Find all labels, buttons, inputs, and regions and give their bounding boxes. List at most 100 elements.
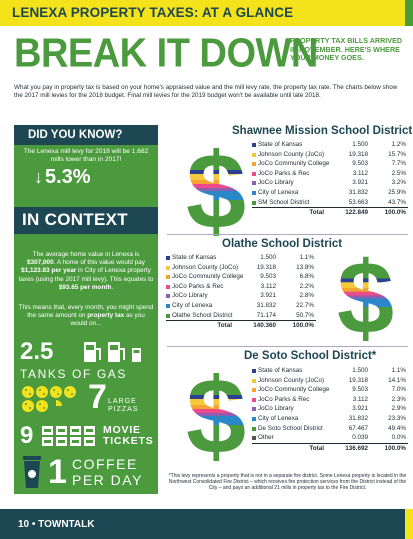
pizza-number-wrap: 7 (88, 380, 107, 414)
table-row: City of Lenexa 31.832 22.7% (166, 301, 316, 311)
legend-swatch (252, 200, 256, 205)
did-you-know-heading-bar: DID YOU KNOW? (14, 125, 158, 145)
row-percent: 25.9% (388, 188, 406, 196)
row-label: JoCo Parks & Rec (258, 395, 310, 403)
chart-title-olathe: Olathe School District (222, 238, 343, 250)
dollar-sign-desoto: $ (185, 365, 247, 465)
dollar-sign-shawnee: $ (185, 140, 247, 240)
table-total-row: Total 140.360 100.0% (166, 320, 316, 330)
row-percent: 14.1% (388, 376, 406, 384)
table-total-row: Total 122.849 100.0% (252, 207, 408, 217)
row-label: State of Kansas (258, 141, 303, 148)
table-row: Olathe School District 71.174 50.7% (166, 311, 316, 321)
subhead: PROPERTY TAX BILLS ARRIVED IN NOVEMBER. … (290, 36, 403, 62)
row-value: 31.832 (348, 188, 368, 196)
row-value: 122.849 (345, 209, 368, 217)
legend-swatch (252, 378, 256, 383)
row-percent: 1.1% (391, 367, 406, 374)
row-value: 3.112 (352, 395, 368, 403)
legend-swatch (252, 436, 256, 441)
table-row: State of Kansas 1.500 1.2% (252, 140, 408, 150)
row-value: 31.832 (348, 414, 368, 422)
row-percent: 22.7% (296, 301, 314, 309)
pizza-icon (22, 386, 76, 412)
row-label: Johnson County (JoCo) (258, 376, 325, 384)
legend-swatch (252, 162, 256, 167)
row-label: Olathe School District (172, 311, 233, 319)
table-row: State of Kansas 1.500 1.1% (166, 253, 316, 263)
gas-label: TANKS OF GAS (20, 367, 127, 381)
table-desoto: State of Kansas 1.500 1.1% Johnson County (… (252, 366, 408, 452)
row-label: De Soto School District (258, 424, 323, 432)
row-label: City of Lenexa (258, 188, 299, 196)
table-row: Johnson County (JoCo) 19.318 15.7% (252, 150, 408, 160)
table-row: Other 0.039 0.0% (252, 433, 408, 443)
chart-title-desoto: De Soto School District* (244, 350, 377, 362)
row-percent: 6.8% (299, 273, 314, 281)
table-row: Johnson County (JoCo) 19.318 14.1% (252, 376, 408, 386)
row-percent: 49.4% (388, 424, 406, 432)
did-you-know-stat: ↓ 5.3% (34, 166, 144, 189)
row-label: City of Lenexa (172, 301, 213, 309)
intro-paragraph: What you pay in property tax is based on… (14, 84, 398, 99)
coffee-number-wrap: 1 (48, 455, 67, 489)
header-title: LENEXA PROPERTY TAXES: AT A GLANCE (12, 5, 294, 20)
row-label: Total (217, 322, 232, 330)
in-context-heading: IN CONTEXT (22, 210, 128, 229)
row-percent: 13.8% (296, 263, 314, 271)
table-row: Johnson County (JoCo) 19.318 13.8% (166, 263, 316, 273)
chart-divider (167, 234, 408, 235)
row-percent: 2.5% (391, 169, 406, 177)
row-value: 71.174 (256, 311, 276, 319)
row-percent: 1.2% (391, 141, 406, 148)
row-value: 19.318 (256, 263, 276, 271)
row-label: Total (309, 209, 324, 217)
table-row: JoCo Parks & Rec 3.112 2.5% (252, 169, 408, 179)
legend-swatch (166, 275, 170, 280)
footer-bar: 10 • TOWNTALK (0, 509, 413, 539)
movie-number-wrap: 9 (20, 424, 33, 448)
row-percent: 100.0% (384, 209, 406, 217)
row-value: 140.360 (253, 322, 276, 330)
row-value: 53.663 (348, 198, 368, 206)
row-label: Johnson County (JoCo) (172, 263, 239, 271)
row-percent: 7.0% (391, 386, 406, 394)
gas-item: 2.5 (20, 340, 53, 364)
header-bar: LENEXA PROPERTY TAXES: AT A GLANCE (0, 0, 413, 26)
row-value: 3.921 (260, 292, 276, 300)
in-context-heading-bar: IN CONTEXT (14, 207, 158, 234)
row-label: State of Kansas (172, 254, 217, 261)
row-percent: 23.3% (388, 414, 406, 422)
row-percent: 2.3% (391, 395, 406, 403)
legend-swatch (252, 152, 256, 157)
row-label: Total (309, 444, 324, 452)
row-label: JoCo Library (258, 179, 294, 187)
table-row: City of Lenexa 31.832 23.3% (252, 414, 408, 424)
table-row: JoCo Community College 9.503 7.7% (252, 159, 408, 169)
pizza-number: 7 (88, 378, 107, 416)
row-label: City of Lenexa (258, 414, 299, 422)
legend-swatch (252, 416, 256, 421)
row-percent: 2.8% (299, 292, 314, 300)
table-row: JoCo Parks & Rec 3.112 2.2% (166, 282, 316, 292)
row-label: State of Kansas (258, 367, 303, 374)
row-value: 19.318 (348, 376, 368, 384)
table-row: JoCo Library 3.921 2.8% (166, 291, 316, 301)
footer-label: 10 • TOWNTALK (18, 519, 95, 530)
legend-swatch (252, 388, 256, 393)
down-arrow-icon: ↓ (34, 167, 43, 187)
legend-swatch (166, 265, 170, 270)
row-label: JoCo Community College (172, 273, 244, 281)
stat-value: 5.3% (45, 166, 91, 188)
row-value: 19.318 (348, 150, 368, 158)
row-percent: 3.2% (391, 179, 406, 187)
legend-swatch (252, 426, 256, 431)
did-you-know-heading: DID YOU KNOW? (28, 129, 123, 141)
row-label: SM School District (258, 198, 310, 206)
row-percent: 50.7% (296, 311, 314, 319)
footnote: *This levy represents a property that is… (168, 473, 407, 491)
ticket-icon (42, 426, 95, 446)
row-percent: 2.9% (391, 405, 406, 413)
row-label: Other (258, 434, 274, 442)
